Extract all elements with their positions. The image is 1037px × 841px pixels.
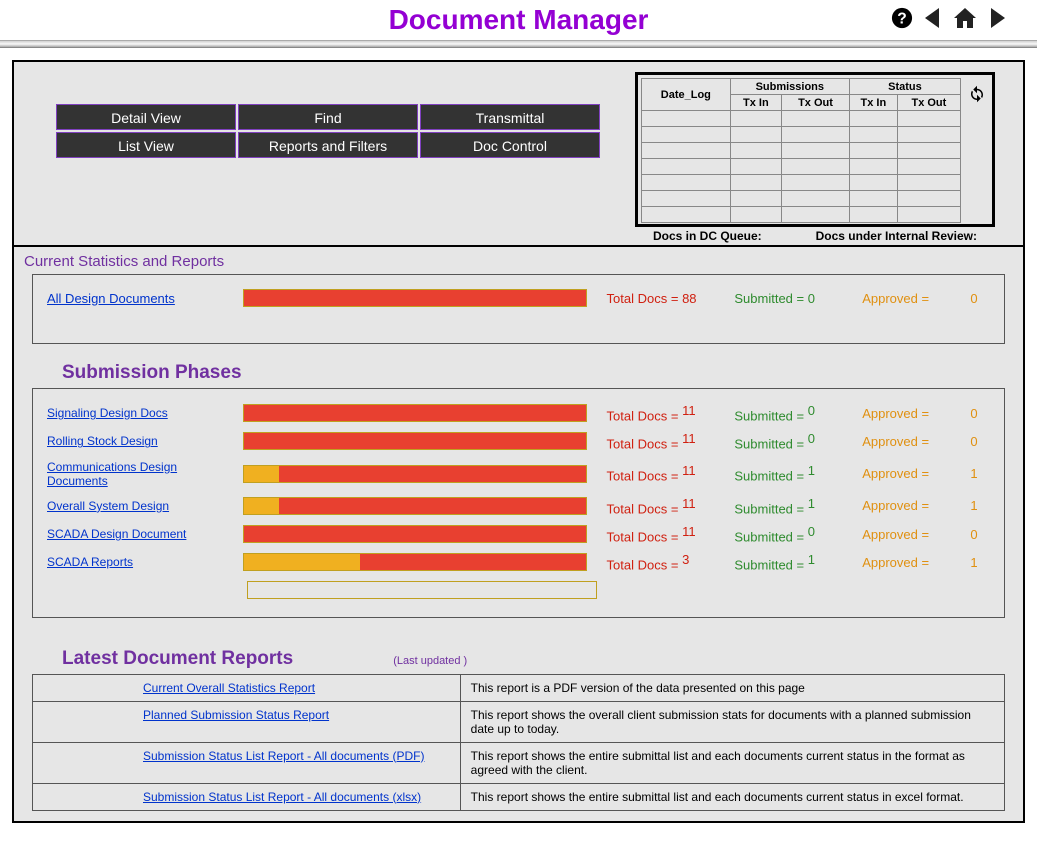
- main-panel: Detail ViewFindTransmittal List ViewRepor…: [12, 60, 1025, 823]
- nav-forward-icon[interactable]: [987, 7, 1007, 34]
- phase-submitted: Submitted = 0: [734, 403, 842, 423]
- phases-header: Submission Phases: [14, 344, 1023, 388]
- report-row: Submission Status List Report - All docu…: [33, 742, 1005, 783]
- queue-sub-txout: Tx Out: [782, 95, 850, 111]
- phase-bar: [243, 525, 586, 543]
- phase-bar: [243, 497, 586, 515]
- phase-total: Total Docs = 11: [607, 463, 715, 483]
- refresh-icon[interactable]: [968, 85, 986, 108]
- all-docs-approved-val: 0: [970, 291, 990, 306]
- queue-group-submissions: Submissions: [730, 79, 849, 95]
- phase-row: SCADA Design Document Total Docs = 11 Subm…: [47, 524, 990, 544]
- phase-submitted: Submitted = 1: [734, 552, 842, 572]
- nav-button[interactable]: List View: [56, 132, 236, 158]
- phase-approved-val: 1: [970, 466, 990, 481]
- phase-bar: [243, 432, 586, 450]
- phase-bar-empty: [247, 581, 597, 599]
- nav-button[interactable]: Find: [238, 104, 418, 130]
- stats-section-title: Current Statistics and Reports: [14, 247, 1023, 274]
- phase-submitted: Submitted = 1: [734, 496, 842, 516]
- page-title: Document Manager: [389, 4, 649, 36]
- top-icons: ?: [891, 7, 1007, 34]
- phase-link[interactable]: Rolling Stock Design: [47, 434, 223, 448]
- phase-row: Rolling Stock Design Total Docs = 11 Submi…: [47, 431, 990, 451]
- phase-link[interactable]: SCADA Design Document: [47, 527, 223, 541]
- phase-submitted: Submitted = 0: [734, 431, 842, 451]
- phase-link[interactable]: SCADA Reports: [47, 555, 223, 569]
- phase-approved-val: 1: [970, 498, 990, 513]
- phase-approved-val: 0: [970, 527, 990, 542]
- report-desc: This report shows the entire submittal l…: [460, 783, 1004, 810]
- reports-table: Current Overall Statistics Report This re…: [32, 674, 1005, 811]
- report-link[interactable]: Planned Submission Status Report: [143, 708, 329, 722]
- all-docs-link[interactable]: All Design Documents: [47, 291, 223, 306]
- report-link[interactable]: Submission Status List Report - All docu…: [143, 749, 424, 763]
- phase-approved-val: 0: [970, 434, 990, 449]
- phases-box: Signaling Design Docs Total Docs = 11 Subm…: [32, 388, 1005, 618]
- phase-total: Total Docs = 11: [607, 496, 715, 516]
- phase-total: Total Docs = 11: [607, 431, 715, 451]
- queue-box: Date_Log Submissions Status Tx In Tx Out…: [635, 72, 995, 227]
- phase-approved-label: Approved =: [862, 555, 950, 570]
- label-dc-queue: Docs in DC Queue:: [653, 229, 762, 243]
- help-icon[interactable]: ?: [891, 7, 913, 34]
- last-updated: (Last updated ): [393, 655, 467, 667]
- svg-text:?: ?: [897, 10, 907, 27]
- phase-approved-label: Approved =: [862, 406, 950, 421]
- phase-bar: [243, 465, 586, 483]
- all-docs-approved-label: Approved =: [862, 291, 950, 306]
- nav-button[interactable]: Detail View: [56, 104, 236, 130]
- report-link[interactable]: Submission Status List Report - All docu…: [143, 790, 421, 804]
- phase-approved-label: Approved =: [862, 434, 950, 449]
- nav-button-grid: Detail ViewFindTransmittal List ViewRepor…: [56, 104, 600, 243]
- phase-total: Total Docs = 11: [607, 403, 715, 423]
- all-docs-bar: [243, 289, 586, 307]
- nav-button[interactable]: Transmittal: [420, 104, 600, 130]
- all-docs-row: All Design Documents Total Docs = 88 Sub…: [47, 289, 990, 307]
- report-desc: This report is a PDF version of the data…: [460, 674, 1004, 701]
- nav-button[interactable]: Reports and Filters: [238, 132, 418, 158]
- phase-row: Overall System Design Total Docs = 11 Subm…: [47, 496, 990, 516]
- queue-col-date: Date_Log: [642, 79, 731, 111]
- phase-total: Total Docs = 3: [607, 552, 715, 572]
- queue-stat-txout: Tx Out: [897, 95, 960, 111]
- phase-row: SCADA Reports Total Docs = 3 Submitted = 1…: [47, 552, 990, 572]
- phase-submitted: Submitted = 0: [734, 524, 842, 544]
- nav-button[interactable]: Doc Control: [420, 132, 600, 158]
- report-row: Current Overall Statistics Report This re…: [33, 674, 1005, 701]
- phase-row: Signaling Design Docs Total Docs = 11 Subm…: [47, 403, 990, 423]
- phase-link[interactable]: Signaling Design Docs: [47, 406, 223, 420]
- queue-labels: Docs in DC Queue: Docs under Internal Re…: [635, 227, 995, 243]
- label-internal-review: Docs under Internal Review:: [816, 229, 977, 243]
- header-divider: [0, 40, 1037, 48]
- topbar: Document Manager ?: [0, 0, 1037, 40]
- queue-table: Date_Log Submissions Status Tx In Tx Out…: [641, 78, 961, 223]
- phase-bar: [243, 404, 586, 422]
- all-docs-submitted: Submitted = 0: [734, 291, 842, 306]
- phase-link[interactable]: Communications Design Documents: [47, 460, 223, 488]
- phase-approved-val: 0: [970, 406, 990, 421]
- phase-approved-val: 1: [970, 555, 990, 570]
- phase-bar: [243, 553, 586, 571]
- report-row: Planned Submission Status Report This rep…: [33, 701, 1005, 742]
- phase-row: Communications Design Documents Total Doc…: [47, 460, 990, 488]
- queue-stat-txin: Tx In: [849, 95, 897, 111]
- phase-approved-label: Approved =: [862, 527, 950, 542]
- report-row: Submission Status List Report - All docu…: [33, 783, 1005, 810]
- phase-submitted: Submitted = 1: [734, 463, 842, 483]
- phase-approved-label: Approved =: [862, 498, 950, 513]
- home-icon[interactable]: [953, 7, 977, 34]
- report-desc: This report shows the entire submittal l…: [460, 742, 1004, 783]
- reports-header: Latest Document Reports: [62, 648, 293, 670]
- nav-back-icon[interactable]: [923, 7, 943, 34]
- queue-sub-txin: Tx In: [730, 95, 781, 111]
- report-desc: This report shows the overall client sub…: [460, 701, 1004, 742]
- all-docs-box: All Design Documents Total Docs = 88 Sub…: [32, 274, 1005, 344]
- phase-total: Total Docs = 11: [607, 524, 715, 544]
- all-docs-total: Total Docs = 88: [607, 291, 715, 306]
- phase-link[interactable]: Overall System Design: [47, 499, 223, 513]
- report-link[interactable]: Current Overall Statistics Report: [143, 681, 315, 695]
- phase-approved-label: Approved =: [862, 466, 950, 481]
- queue-group-status: Status: [849, 79, 960, 95]
